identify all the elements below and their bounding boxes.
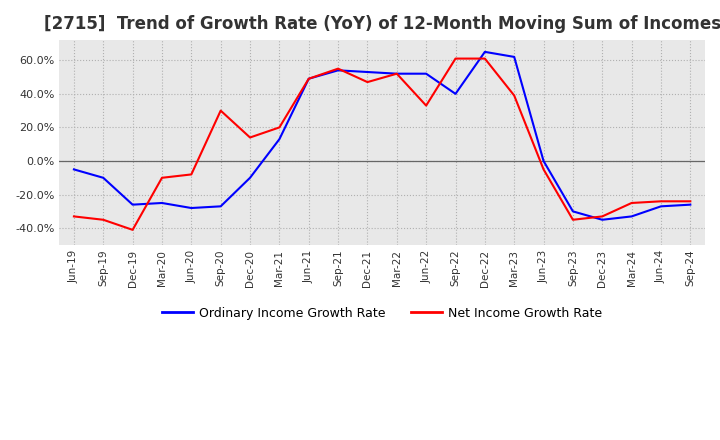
Ordinary Income Growth Rate (99, 175, 107, 180)
Net Income Growth Rate (686, 198, 695, 204)
Net Income Growth Rate (539, 167, 548, 172)
Ordinary Income Growth Rate (392, 71, 401, 76)
Net Income Growth Rate (187, 172, 196, 177)
Net Income Growth Rate (598, 214, 606, 219)
Net Income Growth Rate (657, 198, 665, 204)
Legend: Ordinary Income Growth Rate, Net Income Growth Rate: Ordinary Income Growth Rate, Net Income … (157, 302, 608, 325)
Ordinary Income Growth Rate (246, 175, 254, 180)
Ordinary Income Growth Rate (480, 49, 489, 55)
Net Income Growth Rate (627, 200, 636, 205)
Ordinary Income Growth Rate (187, 205, 196, 211)
Ordinary Income Growth Rate (305, 76, 313, 81)
Net Income Growth Rate (569, 217, 577, 222)
Net Income Growth Rate (480, 56, 489, 61)
Net Income Growth Rate (70, 214, 78, 219)
Net Income Growth Rate (99, 217, 107, 222)
Line: Net Income Growth Rate: Net Income Growth Rate (74, 59, 690, 230)
Net Income Growth Rate (334, 66, 343, 71)
Ordinary Income Growth Rate (510, 54, 518, 59)
Net Income Growth Rate (158, 175, 166, 180)
Ordinary Income Growth Rate (275, 136, 284, 142)
Net Income Growth Rate (363, 80, 372, 85)
Ordinary Income Growth Rate (70, 167, 78, 172)
Net Income Growth Rate (510, 93, 518, 98)
Ordinary Income Growth Rate (422, 71, 431, 76)
Ordinary Income Growth Rate (158, 200, 166, 205)
Net Income Growth Rate (392, 71, 401, 76)
Net Income Growth Rate (451, 56, 460, 61)
Ordinary Income Growth Rate (128, 202, 137, 207)
Net Income Growth Rate (128, 227, 137, 232)
Title: [2715]  Trend of Growth Rate (YoY) of 12-Month Moving Sum of Incomes: [2715] Trend of Growth Rate (YoY) of 12-… (43, 15, 720, 33)
Ordinary Income Growth Rate (334, 68, 343, 73)
Net Income Growth Rate (246, 135, 254, 140)
Ordinary Income Growth Rate (539, 158, 548, 164)
Ordinary Income Growth Rate (216, 204, 225, 209)
Ordinary Income Growth Rate (627, 214, 636, 219)
Ordinary Income Growth Rate (363, 70, 372, 75)
Net Income Growth Rate (305, 76, 313, 81)
Ordinary Income Growth Rate (686, 202, 695, 207)
Ordinary Income Growth Rate (657, 204, 665, 209)
Ordinary Income Growth Rate (451, 91, 460, 96)
Net Income Growth Rate (275, 125, 284, 130)
Ordinary Income Growth Rate (598, 217, 606, 222)
Net Income Growth Rate (422, 103, 431, 108)
Net Income Growth Rate (216, 108, 225, 113)
Line: Ordinary Income Growth Rate: Ordinary Income Growth Rate (74, 52, 690, 220)
Ordinary Income Growth Rate (569, 209, 577, 214)
